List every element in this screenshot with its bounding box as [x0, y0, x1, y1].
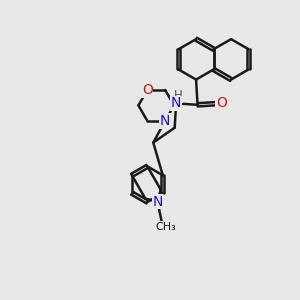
Text: H: H: [174, 89, 183, 102]
Text: N: N: [152, 195, 163, 209]
Text: O: O: [216, 96, 227, 110]
Text: O: O: [142, 83, 153, 97]
Text: N: N: [160, 114, 170, 128]
Text: N: N: [171, 96, 181, 110]
Text: CH₃: CH₃: [155, 222, 176, 232]
